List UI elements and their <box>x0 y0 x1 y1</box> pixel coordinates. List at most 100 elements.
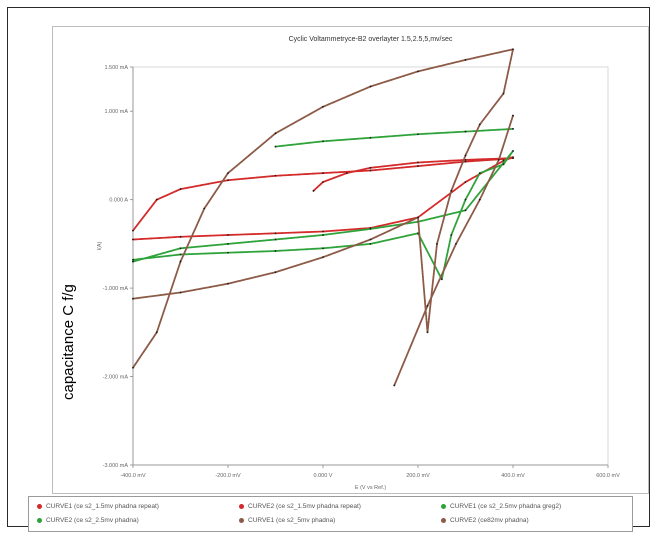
series-1-point <box>155 198 158 201</box>
legend-swatch <box>239 504 244 509</box>
plot-inner-frame <box>132 66 609 466</box>
series-3-point <box>179 247 182 250</box>
series-3-point <box>450 234 453 236</box>
plot-area: Cyclic Voltammetryce-B2 overlayter 1.5,2… <box>52 26 649 494</box>
series-3-point <box>464 198 467 201</box>
y-tick-label: 0.000 A <box>109 198 128 204</box>
series-line-2 <box>312 157 514 192</box>
series-line-1 <box>132 156 514 241</box>
chart-legend: CURVE1 (ce s2_1.5mv phadna repeat) CURVE2… <box>28 496 633 532</box>
series-5-point <box>227 172 229 175</box>
series-6-point <box>426 304 429 307</box>
legend-item: CURVE2 (ce s2_1.5mv phadna repeat) <box>239 503 361 510</box>
x-tick-label: 400.0 mV <box>501 473 525 479</box>
series-3-point <box>369 227 372 230</box>
series-5-point <box>478 123 481 126</box>
series-1-point <box>417 165 419 167</box>
legend-swatch <box>441 504 446 509</box>
series-1-point <box>179 188 182 190</box>
y-tick-label: 1.000 mA <box>104 109 128 115</box>
series-5-point <box>179 291 182 294</box>
series-3-point <box>322 247 324 250</box>
series-5-point <box>369 85 372 88</box>
series-1-point <box>274 232 277 235</box>
series-2-point <box>417 161 419 164</box>
series-line-3 <box>132 150 514 281</box>
series-3-point <box>227 242 229 245</box>
legend-item: CURVE2 (ce82mv phadna) <box>441 517 529 524</box>
x-tick-label: 200.0 mV <box>406 473 430 479</box>
series-3-point <box>478 172 481 175</box>
series-5-point <box>426 331 429 334</box>
series-6-point <box>478 198 481 201</box>
series-1-point <box>227 179 229 182</box>
series-2-point <box>345 172 348 175</box>
series-5-point <box>436 242 438 245</box>
x-tick-label: -200.0 mV <box>215 473 241 479</box>
legend-swatch <box>441 518 446 523</box>
series-1-point <box>369 169 372 172</box>
series-2-point <box>322 181 324 183</box>
series-5-point <box>322 256 324 259</box>
series-3-point <box>464 209 467 212</box>
series-5-point <box>227 282 229 285</box>
legend-item: CURVE1 (ce s2_1.5mv phadna repeat) <box>37 503 159 510</box>
series-2-point <box>464 158 467 161</box>
series-5-point <box>203 207 206 210</box>
series-3-point <box>132 258 134 261</box>
series-4-point <box>369 136 372 139</box>
y-tick-label: -1.000 mA <box>103 286 129 292</box>
series-3-point <box>512 150 514 152</box>
series-4-point <box>512 128 514 130</box>
series-2-point <box>312 189 315 192</box>
series-1-point <box>274 174 277 177</box>
series-line-5 <box>132 48 514 369</box>
legend-label: CURVE2 (ce s2_2.5mv phadna) <box>46 517 139 524</box>
y-tick-label: -3.000 mA <box>103 463 129 469</box>
series-6-point <box>497 158 500 161</box>
series-3-point <box>179 253 182 256</box>
x-axis-label: E (V vs Ref.) <box>355 485 386 491</box>
series-1-point <box>322 172 324 175</box>
series-4-point <box>464 130 467 133</box>
series-6-point <box>393 384 396 387</box>
series-line-6 <box>393 114 514 387</box>
legend-item: CURVE1 (ce s2_5mv phadna) <box>239 517 335 524</box>
legend-swatch <box>239 518 244 523</box>
series-2-point <box>369 166 372 169</box>
series-5-point <box>274 271 277 274</box>
chart-svg: Cyclic Voltammetryce-B2 overlayter 1.5,2… <box>97 36 620 491</box>
legend-swatch <box>37 504 42 509</box>
chart-title: Cyclic Voltammetryce-B2 overlayter 1.5,2… <box>289 36 453 43</box>
series-4-point <box>417 133 419 136</box>
series-1-point <box>227 234 229 236</box>
series-5-point <box>132 366 134 369</box>
series-4-point <box>274 145 277 148</box>
capacitance-axis-label: capacitance C f/g <box>60 284 77 400</box>
series-5-point <box>417 70 419 73</box>
legend-label: CURVE1 (ce s2_1.5mv phadna repeat) <box>46 503 159 510</box>
legend-label: CURVE1 (ce s2_2.5mv phadna greg2) <box>450 503 562 510</box>
series-5-point <box>369 238 372 241</box>
series-3-point <box>227 251 229 254</box>
series-3-point <box>322 234 324 236</box>
legend-label: CURVE1 (ce s2_5mv phadna) <box>248 517 336 524</box>
series-5-point <box>322 105 324 108</box>
series-6-point <box>455 242 457 245</box>
legend-item: CURVE2 (ce s2_2.5mv phadna) <box>37 517 139 524</box>
legend-swatch <box>37 518 42 523</box>
series-1-point <box>132 229 134 232</box>
series-1-point <box>132 238 134 241</box>
series-5-point <box>512 48 514 51</box>
series-1-point <box>179 235 182 238</box>
legend-item: CURVE1 (ce s2_2.5mv phadna greg2) <box>441 503 561 510</box>
series-6-point <box>512 114 514 117</box>
y-tick-label: 1.500 mA <box>104 65 128 71</box>
series-5-point <box>274 132 277 135</box>
series-1-point <box>322 230 324 233</box>
x-tick-label: 600.0 mV <box>596 473 620 479</box>
series-3-point <box>274 238 277 241</box>
series-5-point <box>464 59 467 61</box>
series-3-point <box>502 163 505 166</box>
series-5-point <box>464 154 467 157</box>
